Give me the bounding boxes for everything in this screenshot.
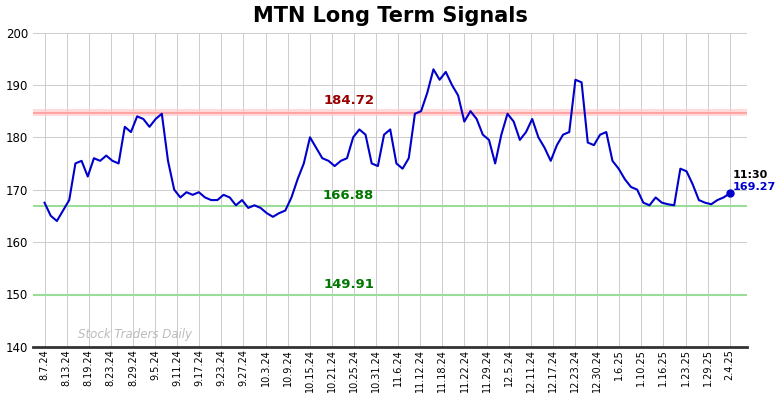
Text: 149.91: 149.91 [323,277,374,291]
Text: 184.72: 184.72 [323,94,374,107]
Text: 11:30: 11:30 [733,170,768,180]
Bar [34,109,747,116]
Title: MTN Long Term Signals: MTN Long Term Signals [253,6,528,25]
Text: 166.88: 166.88 [323,189,374,202]
Point [724,190,736,197]
Text: 169.27: 169.27 [733,182,776,192]
Text: Stock Traders Daily: Stock Traders Daily [78,328,192,341]
